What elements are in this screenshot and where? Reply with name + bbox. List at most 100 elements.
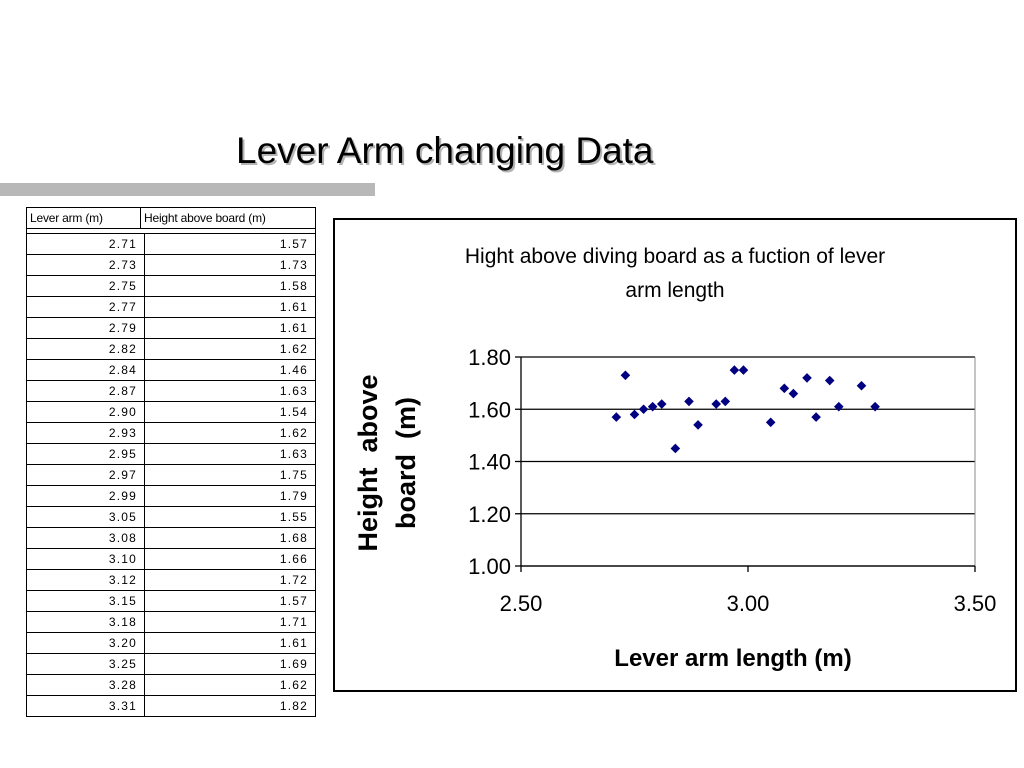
height-cell: 1.58 [279, 279, 308, 293]
y-axis-title-line: board (m) [391, 397, 421, 529]
lever-arm-cell: 3.10 [27, 549, 145, 569]
x-tick-label: 3.00 [727, 591, 770, 616]
lever-arm-cell: 2.99 [27, 486, 145, 506]
table-row: 2.87 1.63 [27, 381, 315, 402]
table-row: 2.99 1.79 [27, 486, 315, 507]
data-table: Lever arm (m) Height above board (m) 2.7… [26, 207, 316, 717]
lever-arm-cell: 3.12 [27, 570, 145, 590]
height-cell: 1.61 [279, 636, 308, 650]
data-point [684, 396, 694, 407]
data-point [656, 399, 667, 409]
lever-arm-cell: 2.87 [27, 381, 145, 401]
scatter-plot: 1.00 1.20 1.40 1.60 1.80 2.50 3.00 3.50 Lever ar… [353, 345, 997, 672]
lever-arm-cell: 3.15 [27, 591, 145, 611]
table-row: 3.28 1.62 [27, 675, 315, 696]
x-tick-label: 3.50 [954, 591, 997, 616]
table-row: 2.90 1.54 [27, 402, 315, 423]
chart-title: Hight above diving board as a fuction of… [335, 240, 1015, 308]
lever-arm-cell: 2.73 [27, 255, 145, 275]
data-point [788, 388, 799, 399]
data-point [629, 409, 640, 420]
table-row: 3.10 1.66 [27, 549, 315, 570]
slide-title: Lever Arm changing Data [236, 130, 654, 171]
height-cell: 1.75 [279, 468, 308, 482]
data-point [620, 370, 631, 381]
data-point [670, 443, 681, 454]
lever-arm-cell: 2.84 [27, 360, 145, 380]
x-axis-title: Lever arm length (m) [614, 645, 851, 672]
data-point [779, 383, 790, 394]
data-point [729, 365, 740, 375]
height-cell: 1.71 [279, 615, 308, 629]
lever-arm-cell: 3.25 [27, 654, 145, 674]
height-cell: 1.62 [279, 426, 308, 440]
data-point [693, 420, 703, 430]
height-cell: 1.69 [279, 657, 308, 671]
x-tick-label: 2.50 [500, 591, 543, 616]
height-cell: 1.73 [279, 258, 308, 272]
table-row: 2.82 1.62 [27, 339, 315, 360]
lever-arm-cell: 3.28 [27, 675, 145, 695]
height-cell: 1.63 [279, 447, 308, 461]
lever-arm-cell: 2.77 [27, 297, 145, 317]
data-point [738, 365, 749, 375]
table-row: 2.84 1.46 [27, 360, 315, 381]
table-row: 3.25 1.69 [27, 654, 315, 675]
table-header: Lever arm (m) Height above board (m) [27, 208, 315, 229]
y-tick-label: 1.80 [468, 345, 511, 370]
lever-arm-cell: 3.18 [27, 612, 145, 632]
table-row: 2.79 1.61 [27, 318, 315, 339]
data-point [611, 412, 622, 422]
height-cell: 1.63 [279, 384, 308, 398]
header-height: Height above board (m) [144, 211, 266, 225]
table-row: 2.75 1.58 [27, 276, 315, 297]
data-point [824, 375, 835, 386]
height-cell: 1.46 [279, 363, 308, 377]
lever-arm-cell: 2.93 [27, 423, 145, 443]
data-point [720, 396, 731, 407]
table-row: 2.97 1.75 [27, 465, 315, 486]
y-tick-label: 1.20 [468, 502, 511, 527]
data-point [834, 401, 844, 412]
lever-arm-cell: 3.05 [27, 507, 145, 527]
height-cell: 1.57 [279, 594, 308, 608]
data-point [638, 404, 649, 415]
lever-arm-cell: 2.75 [27, 276, 145, 296]
lever-arm-cell: 2.90 [27, 402, 145, 422]
data-point [811, 412, 821, 422]
data-point [647, 401, 658, 412]
table-row: 3.18 1.71 [27, 612, 315, 633]
table-row: 2.95 1.63 [27, 444, 315, 465]
table-body: 2.71 1.57 2.73 1.73 2.75 1.58 2.77 1.61 2.79 1.61… [27, 234, 315, 716]
height-cell: 1.82 [279, 699, 308, 713]
data-point [765, 417, 776, 428]
table-row: 2.93 1.62 [27, 423, 315, 444]
lever-arm-cell: 2.71 [27, 234, 145, 254]
data-point [856, 380, 867, 391]
height-cell: 1.61 [279, 321, 308, 335]
lever-arm-cell: 2.95 [27, 444, 145, 464]
height-cell: 1.61 [279, 300, 308, 314]
table-row: 2.73 1.73 [27, 255, 315, 276]
height-cell: 1.66 [279, 552, 308, 566]
chart-title-line-1: Hight above diving board as a fuction of… [464, 245, 886, 268]
table-row: 3.20 1.61 [27, 633, 315, 654]
height-cell: 1.55 [279, 510, 308, 524]
lever-arm-cell: 2.82 [27, 339, 145, 359]
height-cell: 1.68 [279, 531, 308, 545]
lever-arm-cell: 3.08 [27, 528, 145, 548]
lever-arm-cell: 3.31 [27, 696, 145, 716]
header-gap [27, 229, 315, 234]
header-lever-arm: Lever arm (m) [27, 208, 141, 228]
table-row: 3.08 1.68 [27, 528, 315, 549]
height-cell: 1.72 [279, 573, 308, 587]
y-axis-title: Height above board (m) [353, 374, 421, 551]
height-cell: 1.54 [279, 405, 308, 419]
height-cell: 1.62 [279, 678, 308, 692]
lever-arm-cell: 3.20 [27, 633, 145, 653]
height-cell: 1.79 [279, 489, 308, 503]
y-tick-label: 1.00 [468, 554, 511, 579]
height-cell: 1.62 [279, 342, 308, 356]
table-row: 3.15 1.57 [27, 591, 315, 612]
table-row: 2.77 1.61 [27, 297, 315, 318]
